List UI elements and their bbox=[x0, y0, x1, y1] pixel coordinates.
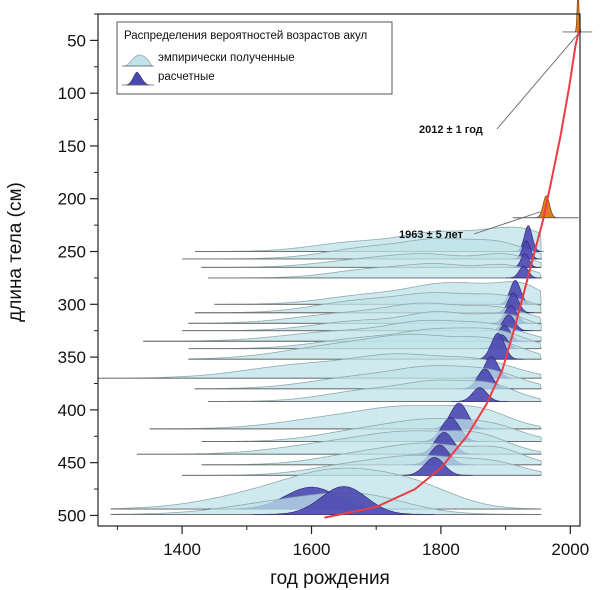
y-tick-label-350: 350 bbox=[58, 348, 86, 367]
y-tick-label-450: 450 bbox=[58, 454, 86, 473]
legend: Распределения вероятностей возрастов аку… bbox=[116, 21, 393, 95]
calculated-distribution-499 bbox=[253, 486, 435, 515]
y-tick-label-250: 250 bbox=[58, 243, 86, 262]
growth-curve-line bbox=[324, 31, 580, 519]
annotation-1963-leader bbox=[473, 211, 541, 235]
calculated-distribution-392 bbox=[451, 387, 509, 402]
y-tick-label-200: 200 bbox=[58, 190, 86, 209]
x-axis: 1400 1600 1800 2000 bbox=[116, 526, 589, 559]
y-tick-label-300: 300 bbox=[58, 295, 86, 314]
calculated-distribution-352 bbox=[472, 332, 524, 360]
calculated-distribution-462 bbox=[395, 456, 474, 476]
annotations-layer: 2012 ± 1 год 1963 ± 5 лет bbox=[399, 33, 579, 241]
annotation-2012-leader bbox=[496, 33, 579, 130]
legend-label-calculated: расчетные bbox=[158, 71, 215, 83]
x-tick-label-2000: 2000 bbox=[551, 540, 589, 559]
empirical-distribution-494 bbox=[110, 467, 542, 510]
y-tick-label-50: 50 bbox=[67, 31, 86, 50]
annotation-1963: 1963 ± 5 лет bbox=[399, 229, 464, 241]
calculated-distribution-275 bbox=[505, 265, 542, 279]
x-axis-title: год рождения bbox=[270, 568, 390, 589]
legend-box bbox=[116, 21, 393, 95]
recent-sample-peak-0 bbox=[574, 0, 582, 33]
legend-empirical-shape bbox=[123, 54, 153, 67]
y-axis: 50 100 150 200 250 300 350 400 450 500 bbox=[58, 13, 98, 525]
legend-swatch-calculated bbox=[122, 71, 154, 86]
y-tick-label-400: 400 bbox=[58, 401, 86, 420]
y-tick-label-100: 100 bbox=[58, 84, 86, 103]
x-tick-label-1600: 1600 bbox=[293, 540, 331, 559]
legend-label-empirical: эмпирически полученные bbox=[158, 52, 295, 64]
ridges-layer bbox=[98, 225, 544, 515]
y-axis-title: длина тела (см) bbox=[5, 182, 26, 322]
empirical-distribution-392 bbox=[208, 379, 542, 402]
legend-title: Распределения вероятностей возрастов аку… bbox=[124, 30, 367, 42]
y-tick-label-150: 150 bbox=[58, 137, 86, 156]
legend-swatch-empirical bbox=[122, 54, 154, 67]
x-tick-label-1800: 1800 bbox=[422, 540, 460, 559]
y-tick-label-500: 500 bbox=[58, 506, 86, 525]
annotation-2012: 2012 ± 1 год bbox=[419, 124, 483, 136]
x-tick-label-1400: 1400 bbox=[163, 540, 201, 559]
plot-frame bbox=[97, 13, 581, 527]
empirical-distribution-352 bbox=[188, 333, 542, 360]
legend-calculated-shape bbox=[125, 71, 151, 86]
